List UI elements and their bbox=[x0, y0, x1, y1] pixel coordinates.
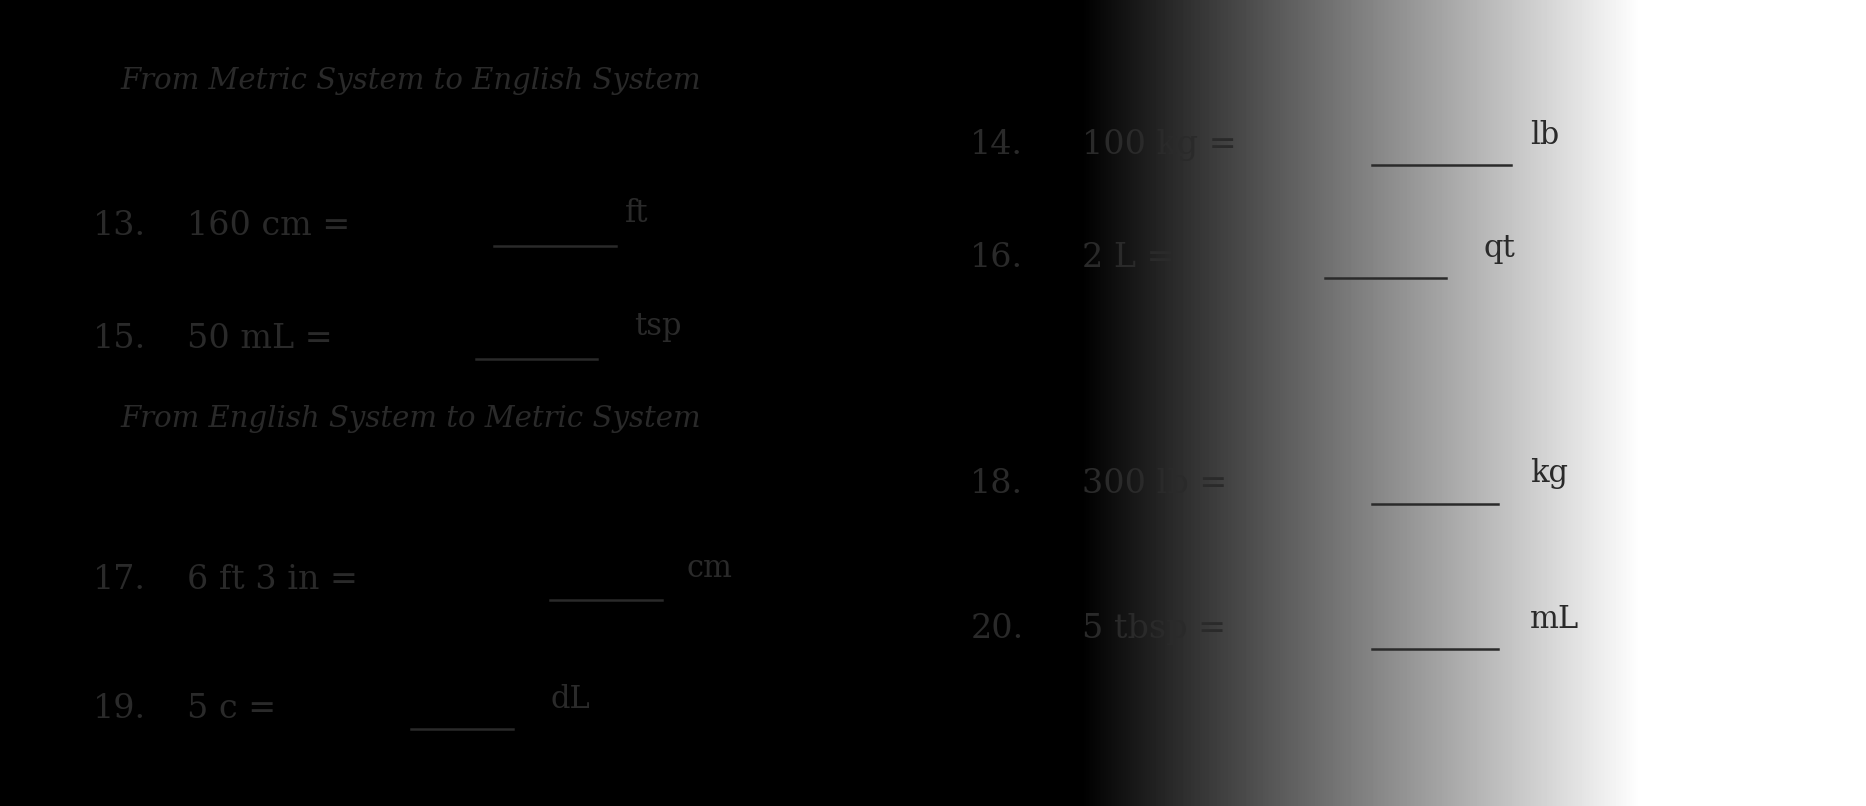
Text: 18.: 18. bbox=[970, 467, 1023, 500]
Text: 5 c =: 5 c = bbox=[187, 693, 276, 725]
Text: 15.: 15. bbox=[93, 322, 147, 355]
Text: 14.: 14. bbox=[970, 129, 1023, 161]
Text: 16.: 16. bbox=[970, 242, 1023, 274]
Text: qt: qt bbox=[1483, 233, 1515, 264]
Text: 20.: 20. bbox=[970, 613, 1024, 645]
Text: 300 lb =: 300 lb = bbox=[1082, 467, 1228, 500]
Text: cm: cm bbox=[687, 553, 733, 584]
Text: 19.: 19. bbox=[93, 693, 146, 725]
Text: 5 tbsp =: 5 tbsp = bbox=[1082, 613, 1226, 645]
Text: 100 kg =: 100 kg = bbox=[1082, 129, 1237, 161]
Text: tsp: tsp bbox=[634, 311, 681, 342]
Text: 50 mL =: 50 mL = bbox=[187, 322, 332, 355]
Text: mL: mL bbox=[1530, 604, 1579, 634]
Text: 6 ft 3 in =: 6 ft 3 in = bbox=[187, 564, 358, 596]
Text: 17.: 17. bbox=[93, 564, 146, 596]
Text: kg: kg bbox=[1530, 459, 1567, 489]
Text: dL: dL bbox=[550, 684, 590, 715]
Text: lb: lb bbox=[1530, 120, 1560, 151]
Text: 160 cm =: 160 cm = bbox=[187, 210, 349, 242]
Text: 13.: 13. bbox=[93, 210, 146, 242]
Text: 2 L =: 2 L = bbox=[1082, 242, 1176, 274]
Text: ft: ft bbox=[625, 198, 649, 229]
Text: From English System to Metric System: From English System to Metric System bbox=[119, 405, 702, 433]
Text: From Metric System to English System: From Metric System to English System bbox=[119, 67, 702, 94]
